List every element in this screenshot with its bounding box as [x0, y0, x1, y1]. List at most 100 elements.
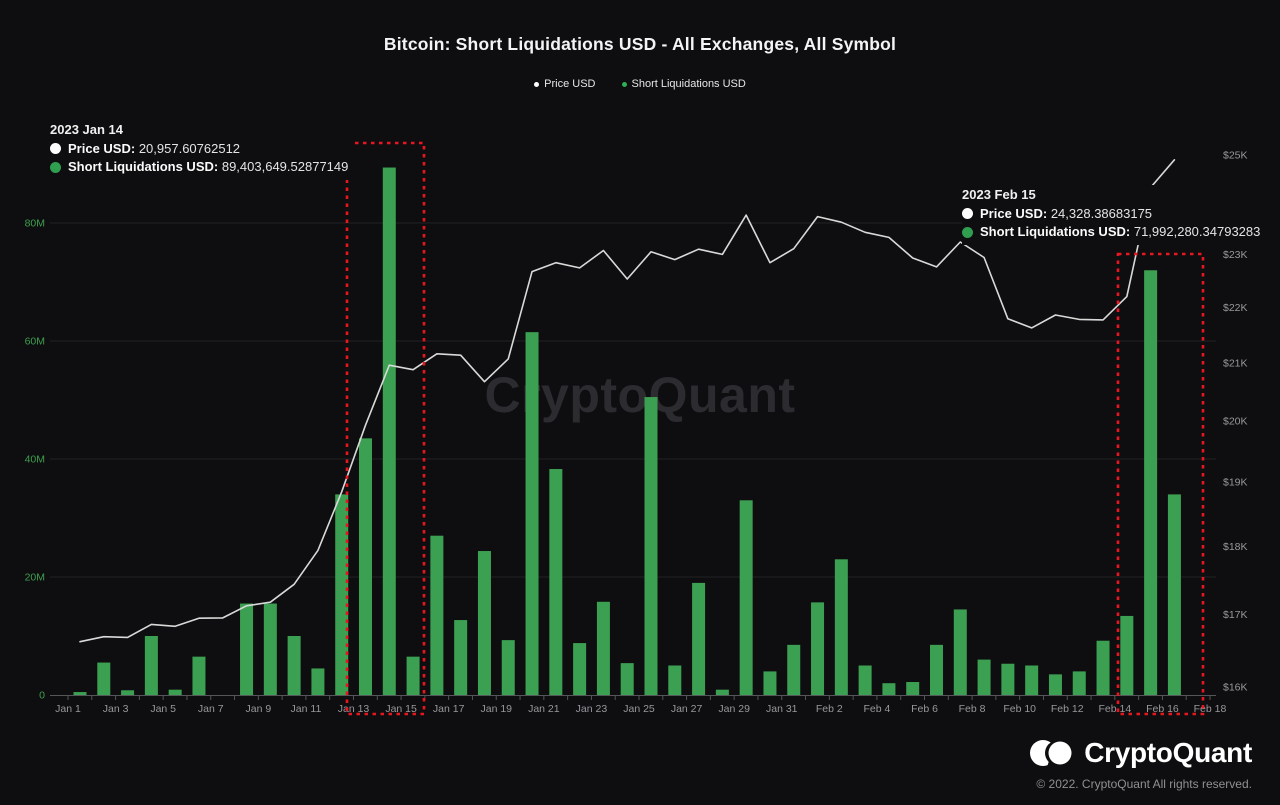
liquidation-bar[interactable] — [311, 668, 325, 695]
liquidation-bar[interactable] — [715, 689, 729, 695]
liquidation-bar[interactable] — [644, 397, 658, 695]
x-axis-label: Feb 14 — [1098, 703, 1131, 715]
liquidation-bar[interactable] — [1072, 671, 1086, 695]
liquidation-bar[interactable] — [1167, 494, 1181, 695]
tooltip-liquidations-row: Short Liquidations USD: 71,992,280.34793… — [962, 223, 1260, 242]
highlight-box — [345, 141, 426, 716]
tooltip-feb-15: 2023 Feb 15 Price USD: 24,328.38683175 S… — [962, 185, 1265, 245]
liquidation-bar[interactable] — [977, 659, 991, 695]
liquidation-bar[interactable] — [1001, 663, 1015, 695]
x-axis-label: Jan 17 — [433, 703, 465, 715]
footer: CryptoQuant © 2022. CryptoQuant All righ… — [1029, 733, 1252, 791]
liquidation-bar[interactable] — [620, 663, 634, 695]
brand-name[interactable]: CryptoQuant — [1084, 737, 1252, 768]
x-axis-label: Jan 7 — [198, 703, 224, 715]
tooltip-price-row: Price USD: 24,328.38683175 — [962, 205, 1260, 224]
right-axis-label: $17K — [1223, 609, 1248, 621]
x-axis-label: Jan 13 — [338, 703, 370, 715]
liquidation-bar[interactable] — [525, 332, 539, 695]
liquidation-bar[interactable] — [359, 438, 372, 695]
liquidation-bar[interactable] — [335, 494, 349, 695]
x-axis-label: Jan 5 — [150, 703, 176, 715]
liquidation-bar[interactable] — [263, 603, 277, 695]
tooltip-jan-14: 2023 Jan 14 Price USD: 20,957.60762512 S… — [50, 120, 353, 180]
x-axis-label: Jan 31 — [766, 703, 798, 715]
liquidation-bar[interactable] — [168, 689, 182, 695]
liquidation-bar[interactable] — [549, 469, 563, 695]
left-axis-label: 20M — [25, 572, 45, 584]
x-axis-label: Feb 2 — [816, 703, 843, 715]
x-axis-label: Feb 8 — [959, 703, 986, 715]
copyright-text: © 2022. CryptoQuant All rights reserved. — [1036, 777, 1252, 791]
liquidation-bar[interactable] — [144, 636, 158, 695]
liquidation-bar[interactable] — [953, 609, 967, 695]
liquidation-bar[interactable] — [692, 582, 706, 695]
legend-liquidations-label: Short Liquidations USD — [631, 78, 746, 90]
liquidation-bar[interactable] — [834, 559, 848, 695]
liquidation-bar[interactable] — [240, 603, 254, 695]
x-axis-label: Jan 19 — [480, 703, 512, 715]
liquidation-bar[interactable] — [97, 662, 111, 695]
left-axis-label: 40M — [25, 454, 45, 466]
x-axis-label: Jan 1 — [55, 703, 81, 715]
liquidations-legend-dot-icon — [621, 81, 627, 87]
liquidation-bar[interactable] — [454, 620, 468, 695]
liquidation-bar[interactable] — [930, 644, 943, 695]
liquidation-bar[interactable] — [811, 602, 825, 695]
legend-item-liquidations[interactable]: Short Liquidations USD — [621, 78, 746, 90]
x-axis-label: Jan 3 — [103, 703, 129, 715]
tooltip-liquidations-text: Short Liquidations USD: 89,403,649.52877… — [68, 159, 349, 174]
liquidation-bar[interactable] — [192, 656, 206, 695]
liquidation-bar[interactable] — [596, 601, 610, 695]
price-legend-dot-icon — [534, 81, 540, 87]
liquidation-bar[interactable] — [668, 665, 682, 696]
liquidation-bar[interactable] — [430, 535, 444, 695]
liquidation-bar[interactable] — [858, 665, 872, 696]
liquidation-bar[interactable] — [501, 640, 515, 695]
liquidation-bar[interactable] — [573, 643, 587, 695]
liquidation-bar[interactable] — [1025, 665, 1039, 696]
price-line[interactable] — [79, 159, 1176, 643]
liquidation-bar[interactable] — [1096, 640, 1110, 695]
left-axis-label: 80M — [25, 218, 45, 230]
brand-row: CryptoQuant — [1029, 733, 1252, 773]
liquidation-bar[interactable] — [73, 692, 87, 695]
liquidation-bar[interactable] — [906, 682, 920, 695]
right-axis-label: $20K — [1223, 416, 1248, 428]
legend-item-price[interactable]: Price USD — [534, 78, 596, 90]
liquidation-bar[interactable] — [1144, 270, 1158, 695]
liquidation-bar[interactable] — [1048, 674, 1062, 695]
cryptoquant-logo-icon — [1030, 740, 1072, 767]
liquidation-bar[interactable] — [477, 551, 491, 695]
right-axis-label: $23K — [1223, 249, 1248, 261]
chart-legend: Price USD Short Liquidations USD — [0, 78, 1280, 90]
highlight-box — [1116, 252, 1205, 716]
right-axis-label: $21K — [1223, 357, 1248, 369]
x-axis-label: Feb 10 — [1003, 703, 1036, 715]
tooltip-liquidations-text: Short Liquidations USD: 71,992,280.34793… — [980, 224, 1261, 239]
legend-price-label: Price USD — [544, 78, 596, 90]
liquidation-bar[interactable] — [763, 671, 777, 695]
tooltip-date: 2023 Jan 14 — [50, 122, 124, 137]
liquidation-bar[interactable] — [882, 683, 896, 695]
liquidation-bar[interactable] — [406, 656, 420, 695]
x-axis-label: Jan 21 — [528, 703, 560, 715]
liquidation-bar[interactable] — [121, 690, 135, 695]
x-axis-label: Jan 29 — [718, 703, 750, 715]
liquidation-bar[interactable] — [787, 644, 801, 695]
liquidation-bar[interactable] — [739, 500, 753, 695]
liquidation-bar[interactable] — [287, 636, 301, 695]
right-axis-label: $16K — [1223, 682, 1248, 694]
liquidations-dot-icon — [50, 161, 61, 173]
right-axis-label: $19K — [1223, 477, 1248, 489]
left-axis-label: 0 — [39, 690, 45, 702]
page-title: Bitcoin: Short Liquidations USD - All Ex… — [383, 34, 897, 54]
x-axis-label: Jan 9 — [245, 703, 271, 715]
x-axis-label: Jan 27 — [671, 703, 703, 715]
x-axis-label: Feb 16 — [1146, 703, 1179, 715]
right-axis-label: $18K — [1223, 541, 1248, 553]
price-dot-icon — [50, 143, 61, 155]
liquidation-bar[interactable] — [1120, 615, 1134, 695]
liquidation-bar[interactable] — [382, 167, 396, 696]
